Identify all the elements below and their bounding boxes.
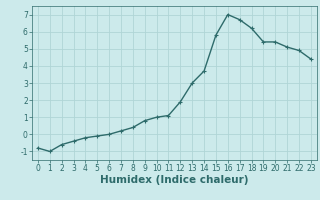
X-axis label: Humidex (Indice chaleur): Humidex (Indice chaleur) — [100, 175, 249, 185]
